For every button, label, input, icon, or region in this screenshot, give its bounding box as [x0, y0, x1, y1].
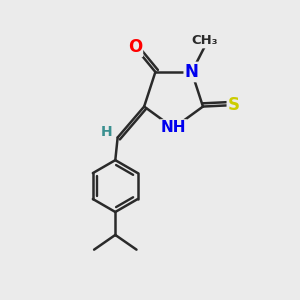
- Text: CH₃: CH₃: [192, 34, 218, 47]
- Text: N: N: [185, 63, 199, 81]
- Text: H: H: [101, 125, 112, 139]
- Text: NH: NH: [161, 120, 186, 135]
- Text: O: O: [128, 38, 142, 56]
- Text: S: S: [228, 96, 240, 114]
